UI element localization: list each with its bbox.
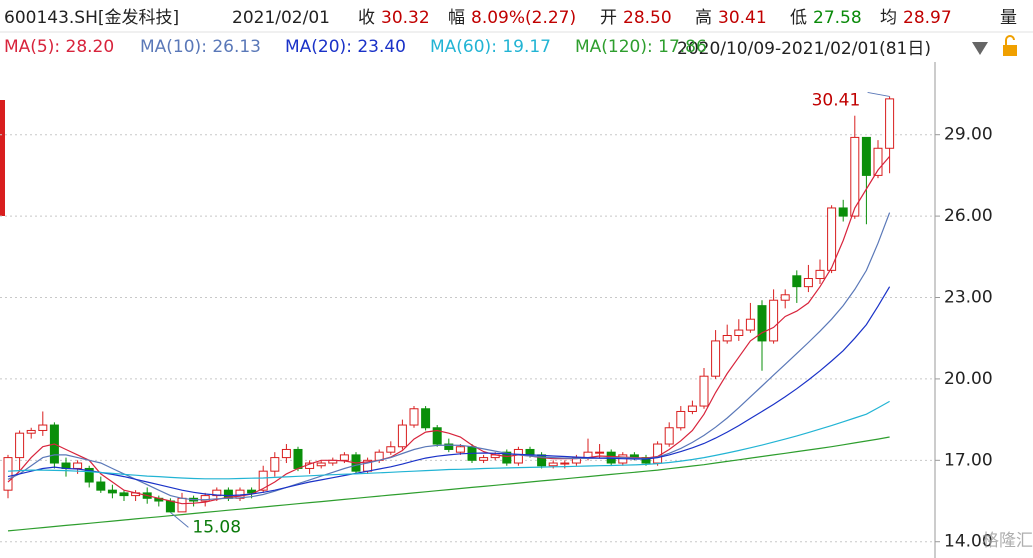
candle-body	[73, 462, 83, 469]
y-tick-label: 17.00	[944, 450, 993, 470]
candle-body	[107, 489, 117, 494]
y-tick-label: 14.00	[944, 532, 993, 552]
candle-body	[699, 375, 709, 407]
candle-body	[177, 497, 187, 513]
candle-body	[339, 454, 349, 461]
candle-body	[873, 147, 883, 176]
candle-body	[386, 446, 396, 453]
ma-line	[7, 400, 890, 480]
legend-entry: MA(5): 28.20	[4, 37, 114, 57]
candle-body	[815, 269, 825, 280]
candle-body	[711, 340, 721, 377]
candle-body	[316, 462, 326, 467]
y-tick-label: 26.00	[944, 206, 993, 226]
candle-body	[38, 424, 48, 431]
candle-body	[745, 318, 755, 331]
candle-body	[96, 481, 106, 491]
candle-body	[548, 462, 558, 467]
candle-body	[734, 329, 744, 336]
candle-body	[270, 457, 280, 472]
candle-body	[397, 424, 407, 448]
side-marker	[0, 100, 5, 216]
candle-body	[200, 495, 210, 502]
ma-line	[7, 286, 891, 497]
candle-body	[258, 470, 268, 491]
candle-body	[479, 457, 489, 461]
info-label: 幅	[448, 8, 465, 28]
candle-body	[885, 98, 895, 149]
candle-body	[792, 275, 802, 288]
info-label: 高	[695, 8, 712, 28]
candle-body	[502, 451, 512, 464]
symbol: 600143.SH[金发科技]	[4, 8, 179, 28]
ma-line	[7, 436, 890, 532]
candle-body	[861, 136, 871, 176]
candle-body	[421, 408, 431, 429]
y-tick-label: 20.00	[944, 369, 993, 389]
ma-line	[7, 212, 891, 501]
info-label: 均	[880, 8, 897, 28]
info-value: 27.58	[813, 8, 862, 28]
volume-label: 量	[1000, 8, 1017, 28]
candle-body	[780, 294, 790, 301]
candle-body	[803, 278, 813, 288]
y-tick-label: 23.00	[944, 288, 993, 308]
lock-icon[interactable]	[1003, 35, 1017, 56]
candle-body	[455, 446, 465, 453]
info-label: 开	[600, 8, 617, 28]
candle-body	[838, 207, 848, 217]
candle-body	[444, 443, 454, 450]
annotation-line	[170, 512, 189, 528]
candle-body	[293, 448, 303, 469]
watermark: 格隆汇	[982, 531, 1033, 551]
legend-entry: MA(60): 19.17	[430, 37, 551, 57]
candle-body	[653, 443, 663, 464]
candle-body	[850, 136, 860, 217]
candle-body	[281, 448, 291, 459]
legend-entry: MA(20): 23.40	[285, 37, 406, 57]
candle-body	[3, 457, 13, 491]
legend-entry: MA(120): 17.86	[575, 37, 707, 57]
candle-body	[119, 492, 129, 497]
y-tick-label: 29.00	[944, 125, 993, 145]
candle-body	[513, 448, 523, 464]
candle-body	[26, 429, 36, 434]
legend-entry: MA(10): 26.13	[140, 37, 261, 57]
candle-body	[722, 334, 732, 342]
candle-body	[757, 305, 767, 342]
info-value: 30.32	[381, 8, 430, 28]
annotation: 30.41	[812, 90, 861, 110]
info-value: 30.41	[718, 8, 767, 28]
range-label[interactable]: 2020/10/09-2021/02/01(81日)	[677, 39, 931, 59]
info-value: 28.50	[623, 8, 672, 28]
candle-body	[560, 462, 570, 465]
candle-body	[84, 467, 94, 483]
candle-body	[15, 432, 25, 459]
ma-line	[7, 156, 891, 505]
candle-body	[432, 427, 442, 445]
candle-body	[827, 207, 837, 271]
info-value: 28.97	[903, 8, 952, 28]
dropdown-arrow[interactable]	[972, 42, 988, 55]
candle-body	[165, 500, 175, 513]
annotation-line	[867, 91, 890, 97]
candle-body	[769, 299, 779, 342]
candle-body	[595, 451, 605, 454]
candle-body	[409, 408, 419, 426]
candle-body	[676, 410, 686, 429]
info-value: 8.09%(2.27)	[471, 8, 576, 28]
annotation: 15.08	[192, 517, 241, 537]
candle-body	[664, 427, 674, 445]
info-label: 收	[358, 8, 375, 28]
info-label: 低	[790, 8, 807, 28]
date: 2021/02/01	[232, 8, 330, 28]
candle-body	[687, 405, 697, 412]
candle-body	[525, 448, 535, 456]
